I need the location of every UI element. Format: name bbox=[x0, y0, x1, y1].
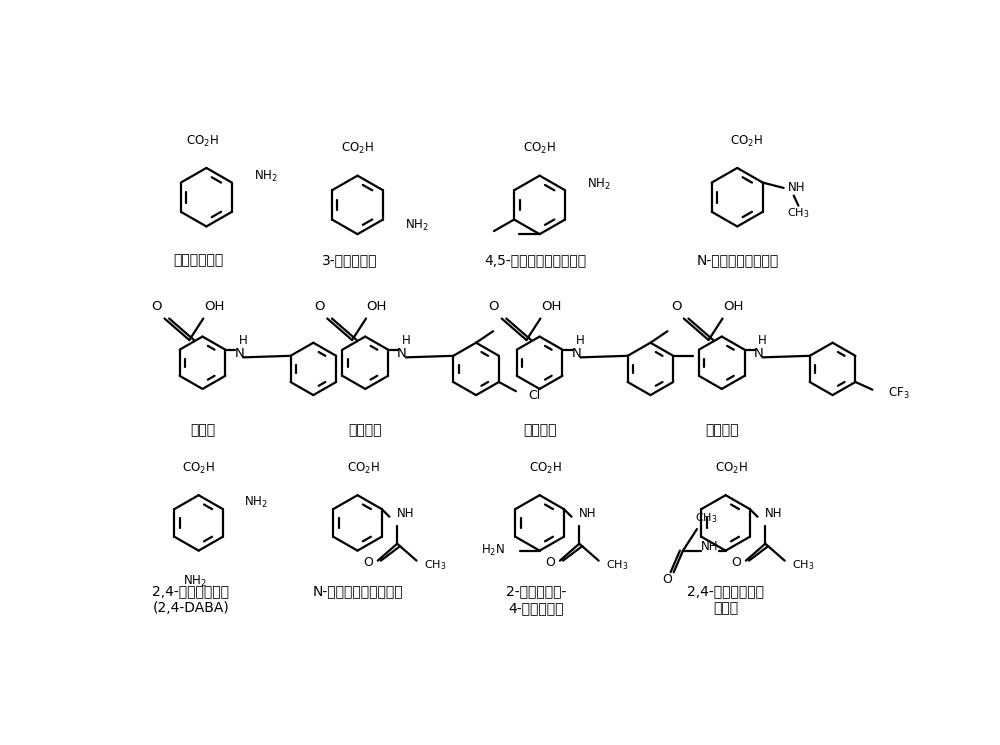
Text: NH: NH bbox=[579, 507, 596, 520]
Text: CO$_2$H: CO$_2$H bbox=[730, 133, 763, 149]
Text: NH$_2$: NH$_2$ bbox=[405, 218, 429, 233]
Text: CF$_3$: CF$_3$ bbox=[888, 386, 910, 401]
Text: CO$_2$H: CO$_2$H bbox=[341, 142, 374, 156]
Text: 甲芬那酸: 甲芬那酸 bbox=[523, 423, 556, 437]
Text: 2,4-二乙酰基氨基
苯甲酸: 2,4-二乙酰基氨基 苯甲酸 bbox=[687, 585, 764, 615]
Text: NH: NH bbox=[765, 507, 782, 520]
Text: 芬那酸: 芬那酸 bbox=[190, 423, 215, 437]
Text: N: N bbox=[397, 347, 407, 360]
Text: N: N bbox=[754, 347, 763, 360]
Text: OH: OH bbox=[723, 300, 744, 313]
Text: CH$_3$: CH$_3$ bbox=[787, 206, 810, 221]
Text: CO$_2$H: CO$_2$H bbox=[715, 461, 748, 476]
Text: O: O bbox=[671, 300, 681, 313]
Text: Cl: Cl bbox=[528, 390, 541, 402]
Text: 鄰氨基苯甲酸: 鄰氨基苯甲酸 bbox=[174, 253, 224, 267]
Text: H: H bbox=[402, 334, 410, 347]
Text: CO$_2$H: CO$_2$H bbox=[182, 461, 215, 476]
Text: NH: NH bbox=[396, 507, 414, 520]
Text: CO$_2$H: CO$_2$H bbox=[347, 461, 380, 476]
Text: OH: OH bbox=[204, 300, 224, 313]
Text: 氟芬那酸: 氟芬那酸 bbox=[705, 423, 738, 437]
Text: 2,4-二氨基苯甲酸
(2,4-DABA): 2,4-二氨基苯甲酸 (2,4-DABA) bbox=[152, 585, 229, 615]
Text: CO$_2$H: CO$_2$H bbox=[523, 142, 556, 156]
Text: O: O bbox=[663, 574, 672, 586]
Text: 3-氨基苯甲酸: 3-氨基苯甲酸 bbox=[322, 253, 378, 267]
Text: NH$_2$: NH$_2$ bbox=[183, 574, 207, 589]
Text: N: N bbox=[572, 347, 581, 360]
Text: CO$_2$H: CO$_2$H bbox=[186, 133, 219, 149]
Text: NH$_2$: NH$_2$ bbox=[254, 169, 277, 184]
Text: N-甲基鄰氨基苯甲酸: N-甲基鄰氨基苯甲酸 bbox=[696, 253, 778, 267]
Text: 2-乙酰基氨基-
4-氨基苯甲酸: 2-乙酰基氨基- 4-氨基苯甲酸 bbox=[506, 585, 566, 615]
Text: OH: OH bbox=[541, 300, 561, 313]
Text: NH: NH bbox=[788, 182, 805, 194]
Text: CH$_3$: CH$_3$ bbox=[424, 558, 447, 572]
Text: NH$_2$: NH$_2$ bbox=[244, 495, 268, 510]
Text: N-乙酰基鄰氨基苯甲酸: N-乙酰基鄰氨基苯甲酸 bbox=[312, 585, 403, 598]
Text: O: O bbox=[364, 556, 373, 568]
Text: CH$_3$: CH$_3$ bbox=[695, 511, 718, 525]
Text: 4,5-二甲基鄰氨基苯甲酸: 4,5-二甲基鄰氨基苯甲酸 bbox=[485, 253, 587, 267]
Text: OH: OH bbox=[367, 300, 387, 313]
Text: O: O bbox=[489, 300, 499, 313]
Text: H: H bbox=[758, 334, 767, 347]
Text: H: H bbox=[239, 334, 248, 347]
Text: N: N bbox=[234, 347, 244, 360]
Text: CH$_3$: CH$_3$ bbox=[606, 558, 629, 572]
Text: CH$_3$: CH$_3$ bbox=[792, 558, 815, 572]
Text: H: H bbox=[576, 334, 585, 347]
Text: O: O bbox=[152, 300, 162, 313]
Text: H$_2$N: H$_2$N bbox=[481, 543, 505, 558]
Text: NH$_2$: NH$_2$ bbox=[587, 177, 611, 191]
Text: CO$_2$H: CO$_2$H bbox=[529, 461, 562, 476]
Text: O: O bbox=[314, 300, 325, 313]
Text: NH: NH bbox=[701, 540, 719, 554]
Text: 托芬那酸: 托芬那酸 bbox=[349, 423, 382, 437]
Text: O: O bbox=[732, 556, 742, 568]
Text: O: O bbox=[546, 556, 556, 568]
